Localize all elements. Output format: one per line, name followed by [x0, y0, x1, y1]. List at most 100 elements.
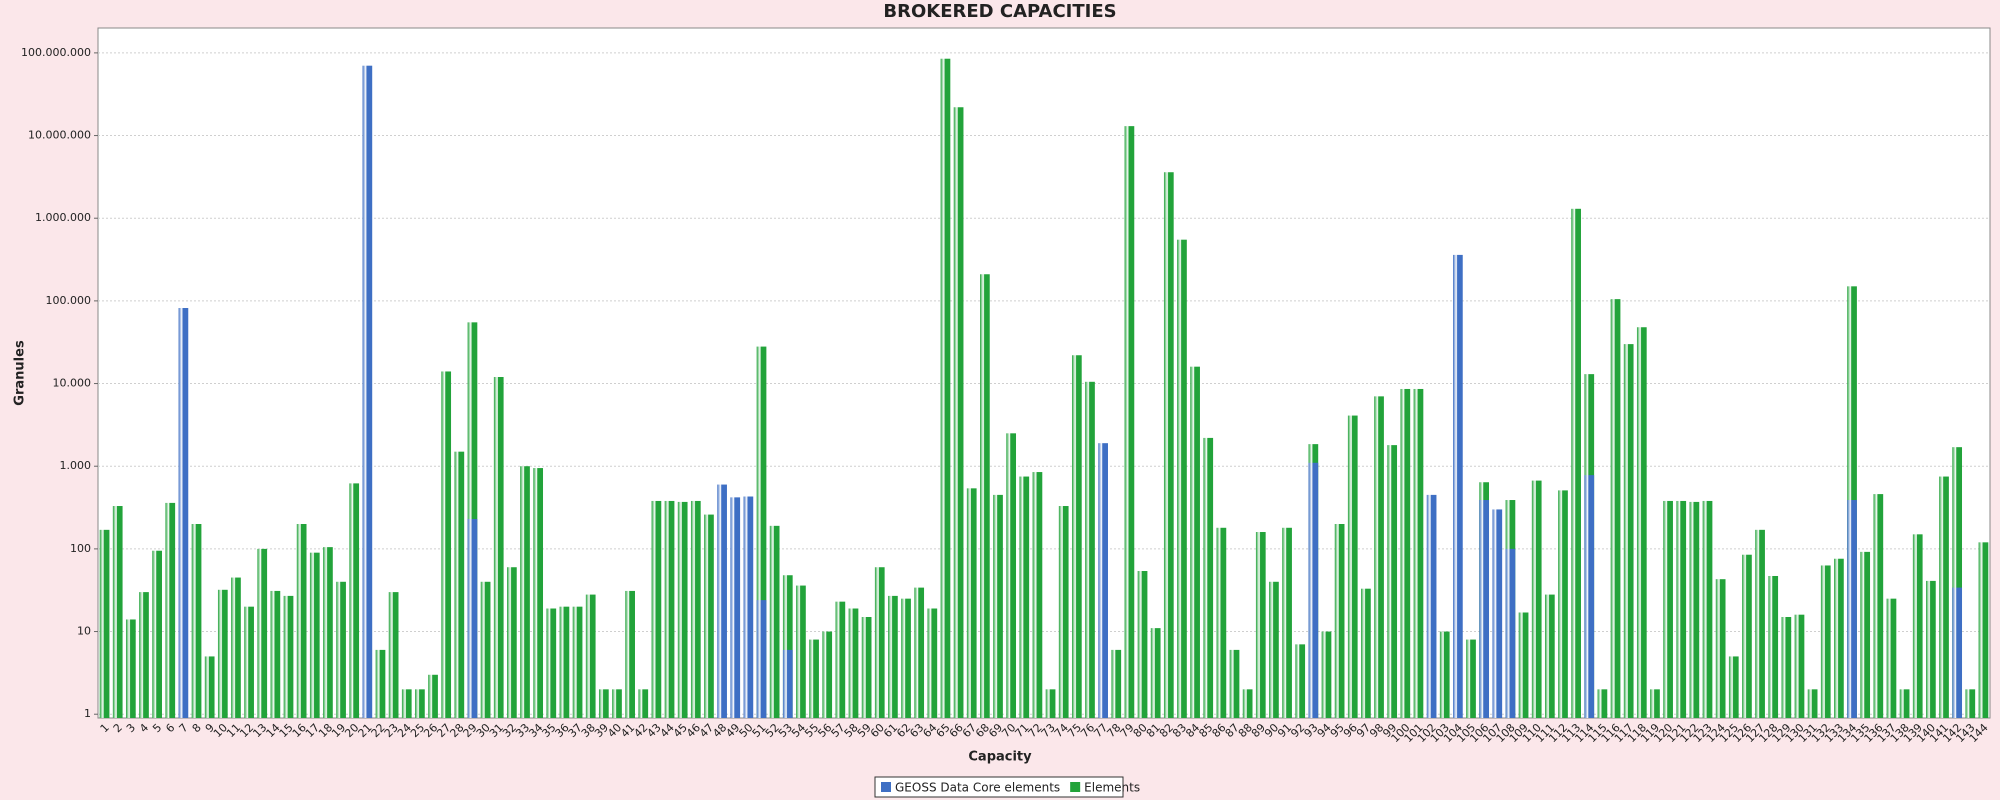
bar	[1361, 588, 1371, 718]
legend	[874, 776, 1124, 798]
bar	[1939, 476, 1949, 718]
bar	[1058, 506, 1069, 718]
bar	[1965, 689, 1976, 718]
bar	[1347, 415, 1358, 718]
bar	[1742, 554, 1752, 718]
x-tick-label: 3	[124, 721, 138, 735]
bar	[1071, 355, 1082, 718]
y-tick-label: 1	[84, 707, 91, 720]
bar	[388, 592, 399, 718]
bar	[756, 346, 767, 718]
bar	[283, 595, 294, 718]
bar	[1453, 254, 1463, 719]
bar	[270, 590, 281, 718]
bar	[835, 601, 846, 718]
bar	[953, 107, 964, 718]
bar	[1820, 565, 1831, 718]
bar	[1006, 433, 1017, 718]
bar	[349, 483, 360, 718]
bar	[257, 548, 268, 718]
bar	[454, 451, 465, 718]
bar	[99, 529, 110, 718]
bar	[1255, 532, 1266, 718]
bar	[1899, 689, 1910, 718]
bar	[1794, 614, 1805, 718]
bar	[1177, 239, 1187, 718]
bar	[1150, 628, 1161, 718]
bar	[1518, 612, 1529, 718]
bar	[520, 466, 530, 718]
bar	[1755, 529, 1765, 718]
bar	[1663, 500, 1673, 718]
bar	[1098, 443, 1108, 718]
bar	[848, 608, 859, 718]
bar	[1636, 327, 1647, 718]
bar	[677, 501, 688, 718]
bar	[152, 550, 162, 718]
bar	[1728, 656, 1739, 718]
bar	[165, 502, 176, 718]
bar	[612, 689, 622, 718]
bar	[822, 631, 833, 718]
bar	[809, 639, 819, 718]
bar	[1085, 381, 1095, 718]
bar	[756, 600, 767, 718]
bar	[585, 594, 596, 718]
bar	[572, 606, 583, 718]
bar	[1544, 594, 1555, 718]
bar	[415, 689, 425, 718]
bar	[546, 608, 557, 718]
bar	[1229, 649, 1240, 718]
bar	[1781, 616, 1792, 718]
bar	[1137, 571, 1148, 718]
bar	[309, 552, 320, 718]
bar	[1334, 523, 1345, 718]
bar	[1308, 462, 1319, 718]
bar	[375, 649, 386, 718]
y-tick-label: 100.000.000	[21, 46, 91, 59]
bar	[336, 581, 346, 718]
bar	[796, 585, 806, 718]
bar	[704, 514, 714, 718]
y-tick-label: 10.000	[53, 377, 92, 390]
x-tick-label: 6	[163, 721, 177, 735]
bar	[1413, 388, 1424, 718]
bar	[112, 506, 123, 718]
bar	[125, 619, 136, 718]
x-tick-label: 7	[177, 721, 191, 735]
bar	[782, 575, 793, 718]
bar	[940, 58, 951, 719]
bar	[717, 484, 727, 718]
bar	[1834, 558, 1844, 718]
plot-area	[97, 27, 1991, 719]
bar	[1466, 639, 1476, 718]
bar	[1321, 631, 1332, 718]
bar	[769, 525, 780, 718]
bar	[1479, 500, 1490, 718]
bar	[980, 274, 990, 718]
bar	[1242, 689, 1253, 718]
bar	[927, 608, 938, 718]
bar	[1860, 551, 1871, 718]
bar	[1295, 644, 1306, 718]
bar	[901, 598, 911, 718]
bar	[1269, 581, 1279, 718]
bar	[1387, 445, 1398, 718]
y-tick-label: 100	[70, 542, 91, 555]
bar	[467, 518, 478, 718]
legend-label: GEOSS Data Core elements	[895, 781, 1060, 795]
bar	[1702, 500, 1713, 718]
bar	[231, 577, 241, 718]
bar	[1847, 500, 1857, 718]
bar	[204, 656, 215, 718]
bar	[651, 500, 662, 718]
bar	[966, 488, 977, 718]
bar	[1282, 527, 1292, 718]
bar	[480, 581, 491, 718]
bar	[362, 65, 373, 719]
bar	[296, 523, 307, 718]
bar	[1190, 366, 1200, 718]
legend-swatch	[881, 782, 891, 792]
bar	[139, 592, 149, 718]
